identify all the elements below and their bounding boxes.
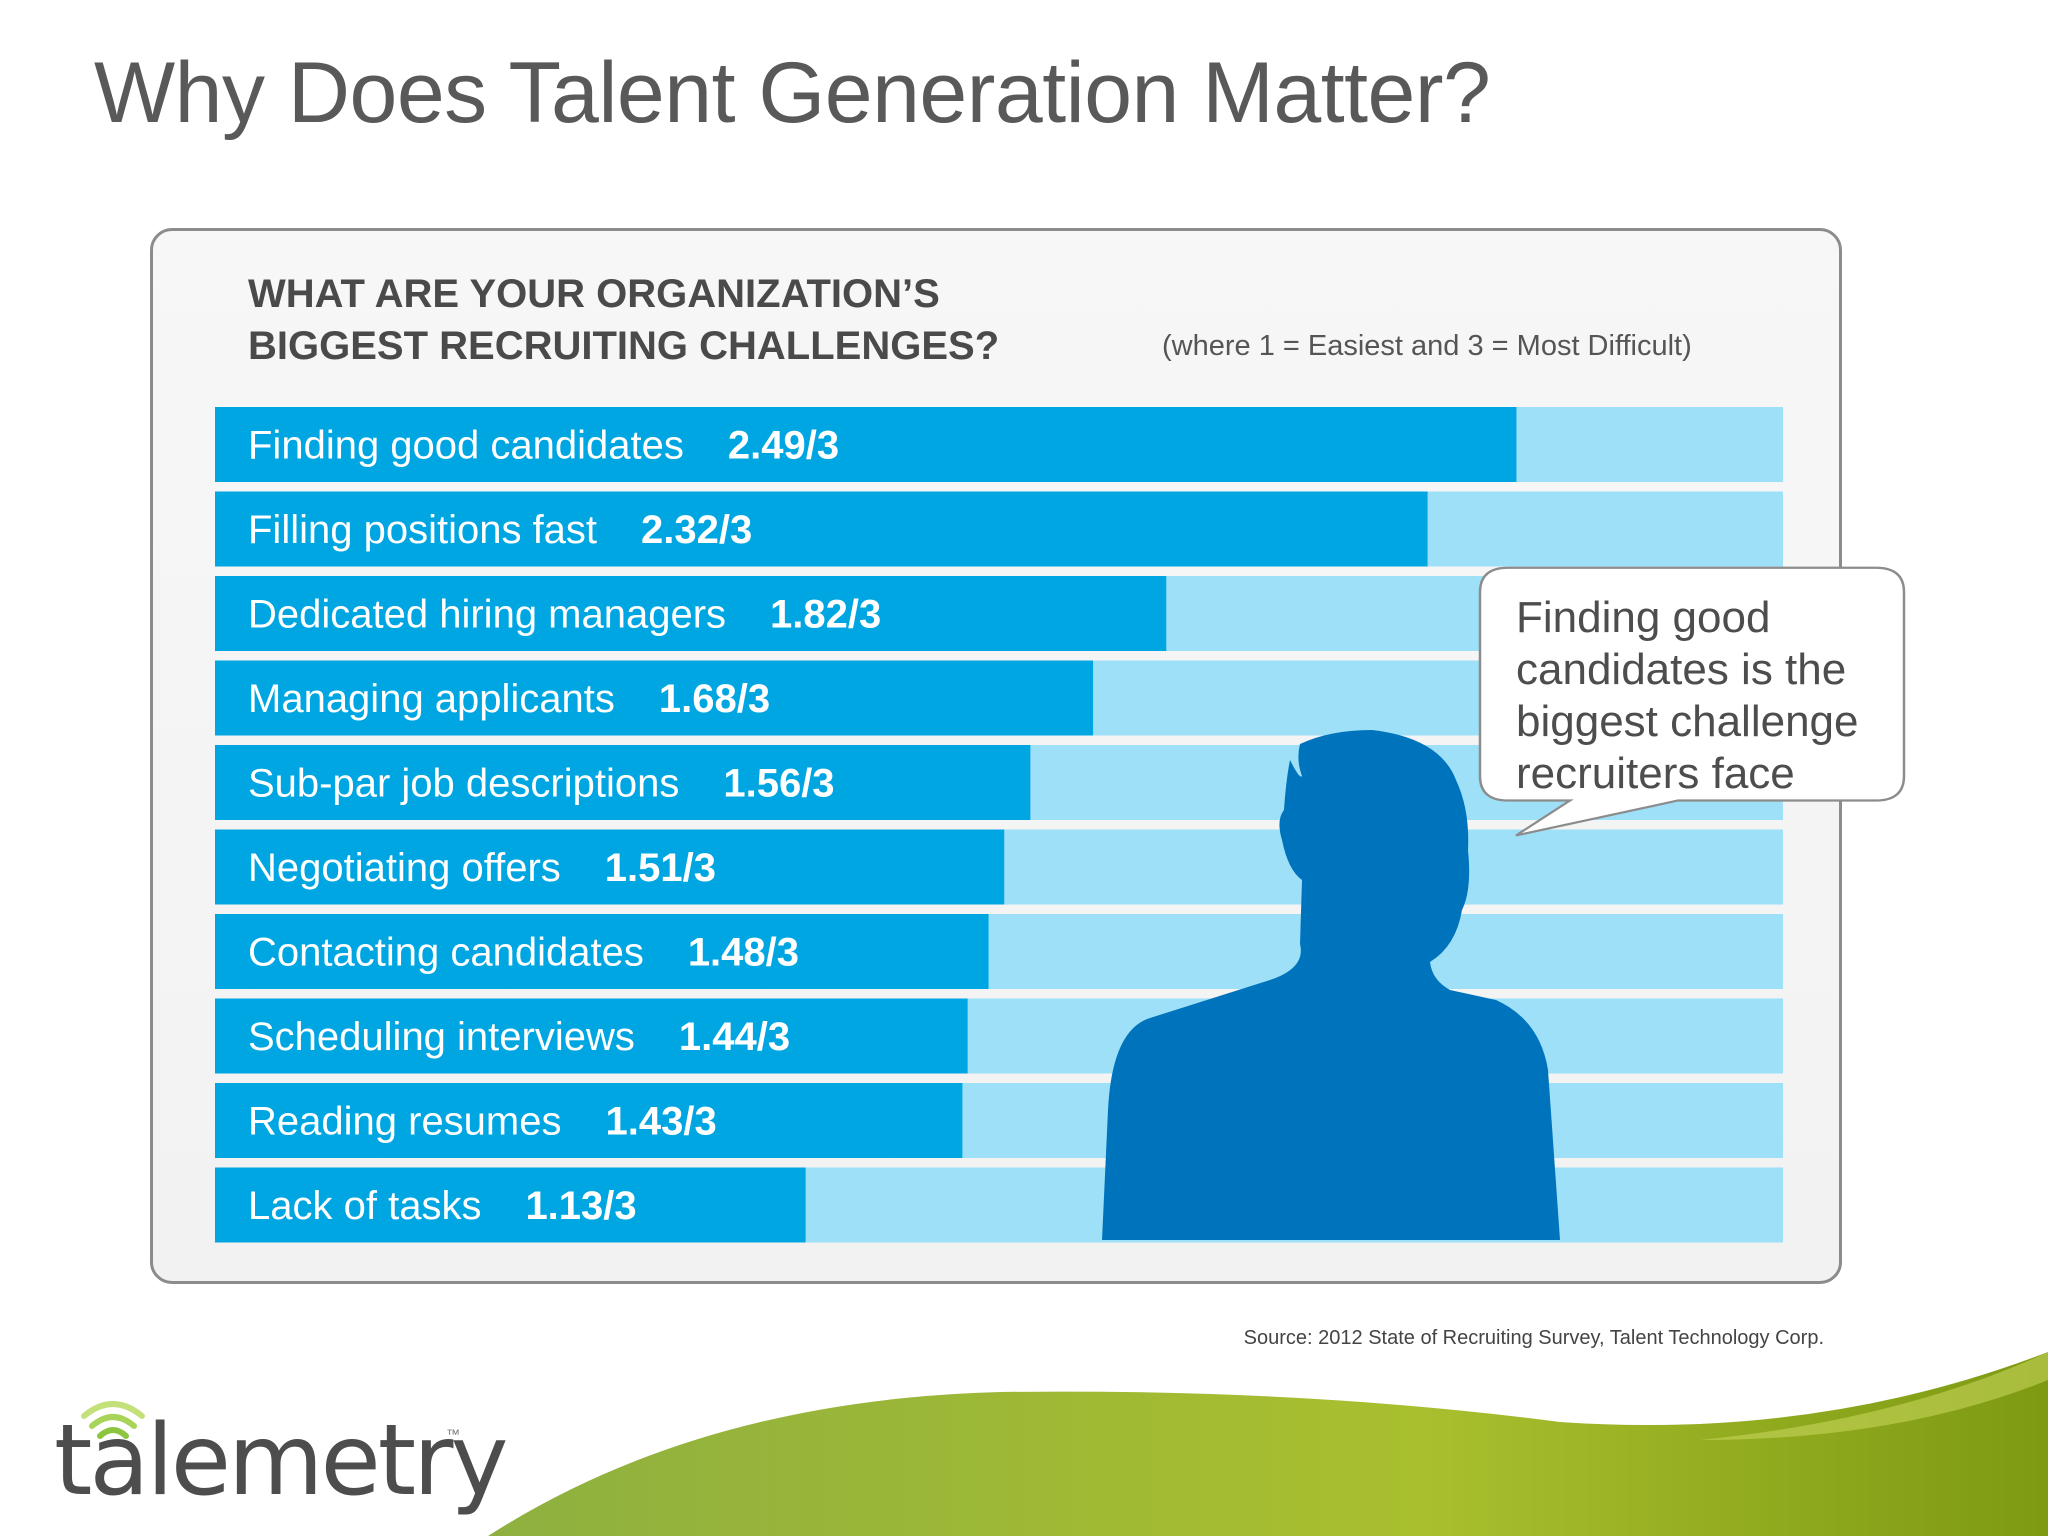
chart-subtitle: (where 1 = Easiest and 3 = Most Difficul… [1162,330,1692,362]
bar [215,998,968,1074]
bar [215,829,1005,905]
talemetry-logo: talemetry [54,1404,508,1518]
bar-value-label: 2.49/3 [728,424,839,468]
bar-value-label: 1.44/3 [679,1015,790,1059]
bar-value-label: 1.48/3 [688,931,799,975]
callout-bubble [1478,566,1906,837]
bar-category-label: Managing applicants [248,677,615,721]
bar [215,407,1517,482]
bar-category-label: Contacting candidates [248,931,644,975]
chart-title-line-2: BIGGEST RECRUITING CHALLENGES? [248,324,1000,368]
callout-text: Finding good candidates is the biggest c… [1516,593,1859,798]
bar [215,1167,806,1243]
bar-category-label: Lack of tasks [248,1184,481,1228]
bar-value-label: 1.51/3 [605,846,716,890]
bar-category-label: Reading resumes [248,1100,562,1144]
bar-value-label: 2.32/3 [641,508,752,552]
bar-category-label: Dedicated hiring managers [248,593,726,637]
bar [215,576,1167,651]
bar-value-label: 1.13/3 [525,1184,636,1228]
bar [215,660,1094,736]
bar [215,745,1031,820]
bar-category-label: Sub-par job descriptions [248,762,679,806]
bar [215,1083,963,1158]
chart-title: WHAT ARE YOUR ORGANIZATION’S BIGGEST REC… [248,268,999,372]
bar-category-label: Filling positions fast [248,508,597,552]
bar-category-label: Finding good candidates [248,424,684,468]
source-note: Source: 2012 State of Recruiting Survey,… [1243,1327,1824,1349]
bar-value-label: 1.43/3 [605,1100,716,1144]
bar-value-label: 1.56/3 [723,762,834,806]
slide-title: Why Does Talent Generation Matter? [94,45,1491,141]
bar-value-label: 1.68/3 [659,677,770,721]
trademark-mark: ™ [446,1426,460,1442]
bar-value-label: 1.82/3 [770,593,881,637]
bar [215,914,989,989]
chart-title-line-1: WHAT ARE YOUR ORGANIZATION’S [248,272,940,316]
bar-category-label: Negotiating offers [248,846,561,890]
bar-category-label: Scheduling interviews [248,1015,635,1059]
bar [215,491,1428,567]
